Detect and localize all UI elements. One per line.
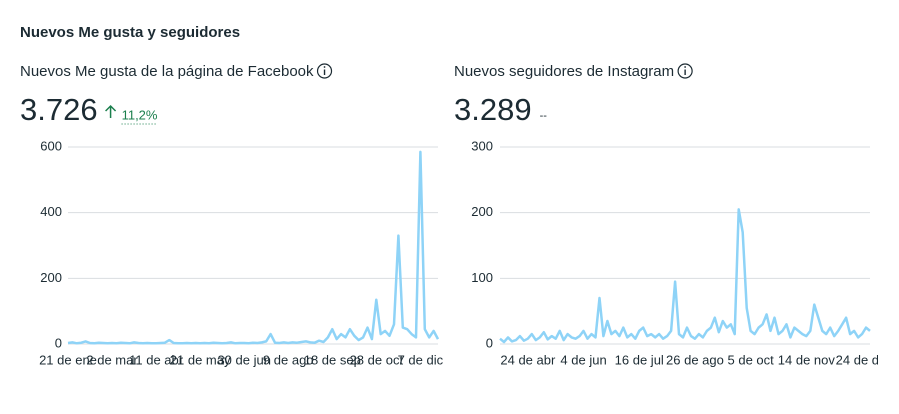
x-tick-label: 24 de abr bbox=[500, 352, 556, 367]
chart-panel: Nuevos seguidores de Instagram 3.289 -- 0 10… bbox=[454, 63, 889, 367]
y-tick-label: 600 bbox=[40, 138, 62, 153]
y-tick-label: 200 bbox=[471, 204, 493, 219]
y-tick-label: 0 bbox=[55, 335, 62, 350]
data-line bbox=[499, 208, 871, 344]
info-icon-dot bbox=[684, 66, 687, 68]
x-tick-label: 4 de jun bbox=[560, 352, 606, 367]
info-icon-dot bbox=[323, 66, 326, 68]
x-tick-label: 28 de oct bbox=[350, 352, 404, 367]
x-tick-label: 14 de nov bbox=[778, 352, 836, 367]
chart-panel: Nuevos Me gusta de la página de Facebook… bbox=[20, 63, 444, 367]
section-title: Nuevos Me gusta y seguidores bbox=[20, 24, 240, 41]
x-tick-label: 24 de dic bbox=[836, 352, 889, 367]
x-axis: 24 de abr 4 de jun 16 de jul 26 de ago 5 de … bbox=[500, 352, 889, 367]
x-tick-label: 21 de ene bbox=[39, 352, 97, 367]
x-tick-label: 21 de may bbox=[170, 352, 231, 367]
up-arrow bbox=[105, 104, 117, 118]
y-tick-label: 0 bbox=[486, 335, 493, 350]
x-tick-label: 9 de ago bbox=[263, 352, 314, 367]
change-value: -- bbox=[540, 110, 548, 122]
total-value: 3.289 bbox=[454, 92, 532, 127]
total-value: 3.726 bbox=[20, 92, 98, 127]
x-tick-label: 30 de jun bbox=[217, 352, 271, 367]
y-tick-label: 200 bbox=[40, 270, 62, 285]
change-value: 11,2% bbox=[122, 107, 158, 122]
y-tick-label: 300 bbox=[471, 138, 493, 153]
x-tick-label: 7 de dic bbox=[398, 352, 444, 367]
x-tick-label: 26 de ago bbox=[666, 352, 724, 367]
x-tick-label: 11 de abr bbox=[129, 352, 184, 367]
x-tick-label: 18 de sep bbox=[304, 352, 361, 367]
y-tick-label: 400 bbox=[40, 204, 62, 219]
info-icon[interactable] bbox=[677, 63, 693, 79]
x-tick-label: 2 de mar bbox=[86, 352, 138, 367]
data-line bbox=[67, 150, 440, 345]
info-icon[interactable] bbox=[316, 63, 333, 79]
x-tick-label: 16 de jul bbox=[615, 352, 664, 367]
x-tick-label: 5 de oct bbox=[728, 352, 775, 367]
y-tick-label: 100 bbox=[471, 270, 493, 285]
chart-title: Nuevos Me gusta de la página de Facebook bbox=[20, 63, 314, 80]
chart-title: Nuevos seguidores de Instagram bbox=[454, 63, 674, 80]
